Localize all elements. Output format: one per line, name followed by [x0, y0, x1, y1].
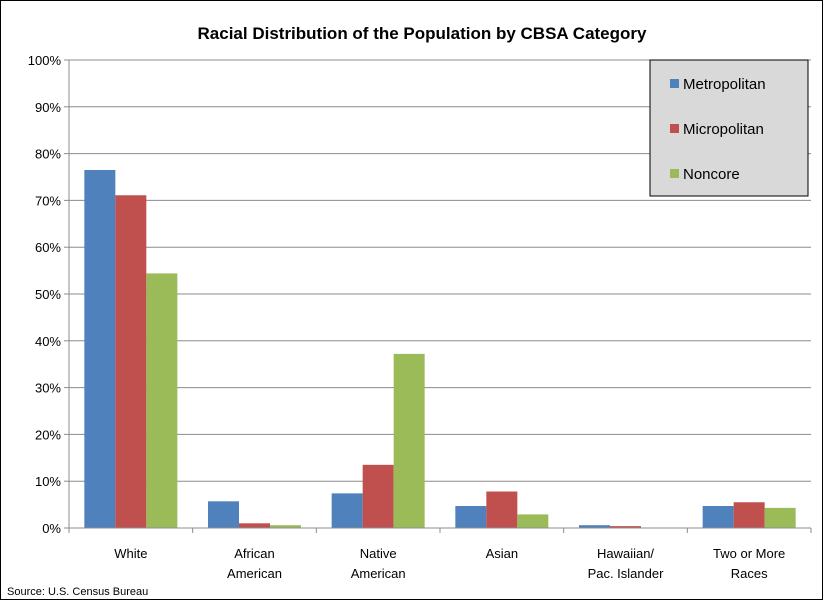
legend-swatch	[670, 169, 679, 178]
y-tick-label: 0%	[42, 521, 61, 536]
y-tick-label: 90%	[35, 100, 61, 115]
y-tick-label: 50%	[35, 287, 61, 302]
bar-micropolitan	[734, 502, 765, 528]
bar-micropolitan	[239, 523, 270, 528]
bars	[84, 170, 795, 528]
legend-label: Metropolitan	[683, 76, 766, 93]
bar-micropolitan	[486, 491, 517, 528]
bar-noncore	[146, 273, 177, 528]
y-tick-label: 70%	[35, 193, 61, 208]
bar-micropolitan	[115, 195, 146, 528]
x-tick-label: White	[114, 546, 147, 561]
y-tick-label: 80%	[35, 147, 61, 162]
legend: Metropolitan Micropolitan Noncore	[650, 60, 808, 196]
bar-metropolitan	[208, 501, 239, 528]
bar-micropolitan	[363, 465, 394, 528]
bar-metropolitan	[455, 506, 486, 528]
source-note: Source: U.S. Census Bureau	[7, 586, 148, 598]
bar-noncore	[517, 514, 548, 528]
legend-label: Micropolitan	[683, 121, 764, 138]
legend-swatch	[670, 79, 679, 88]
chart-title: Racial Distribution of the Population by…	[198, 24, 648, 43]
y-tick-label: 30%	[35, 381, 61, 396]
bar-noncore	[765, 508, 796, 528]
y-tick-label: 20%	[35, 427, 61, 442]
y-tick-label: 100%	[28, 53, 62, 68]
legend-swatch	[670, 124, 679, 133]
bar-metropolitan	[332, 493, 363, 528]
y-tick-label: 10%	[35, 474, 61, 489]
y-tick-label: 60%	[35, 240, 61, 255]
bar-metropolitan	[84, 170, 115, 528]
y-tick-label: 40%	[35, 334, 61, 349]
legend-label: Noncore	[683, 166, 740, 183]
x-tick-label: Asian	[486, 546, 519, 561]
x-tick-label: Hawaiian/Pac. Islander	[588, 546, 665, 581]
bar-noncore	[394, 354, 425, 528]
y-axis-ticks: 0% 10% 20% 30% 40% 50% 60% 70% 80% 90% 100%	[28, 53, 62, 536]
bar-metropolitan	[703, 506, 734, 528]
